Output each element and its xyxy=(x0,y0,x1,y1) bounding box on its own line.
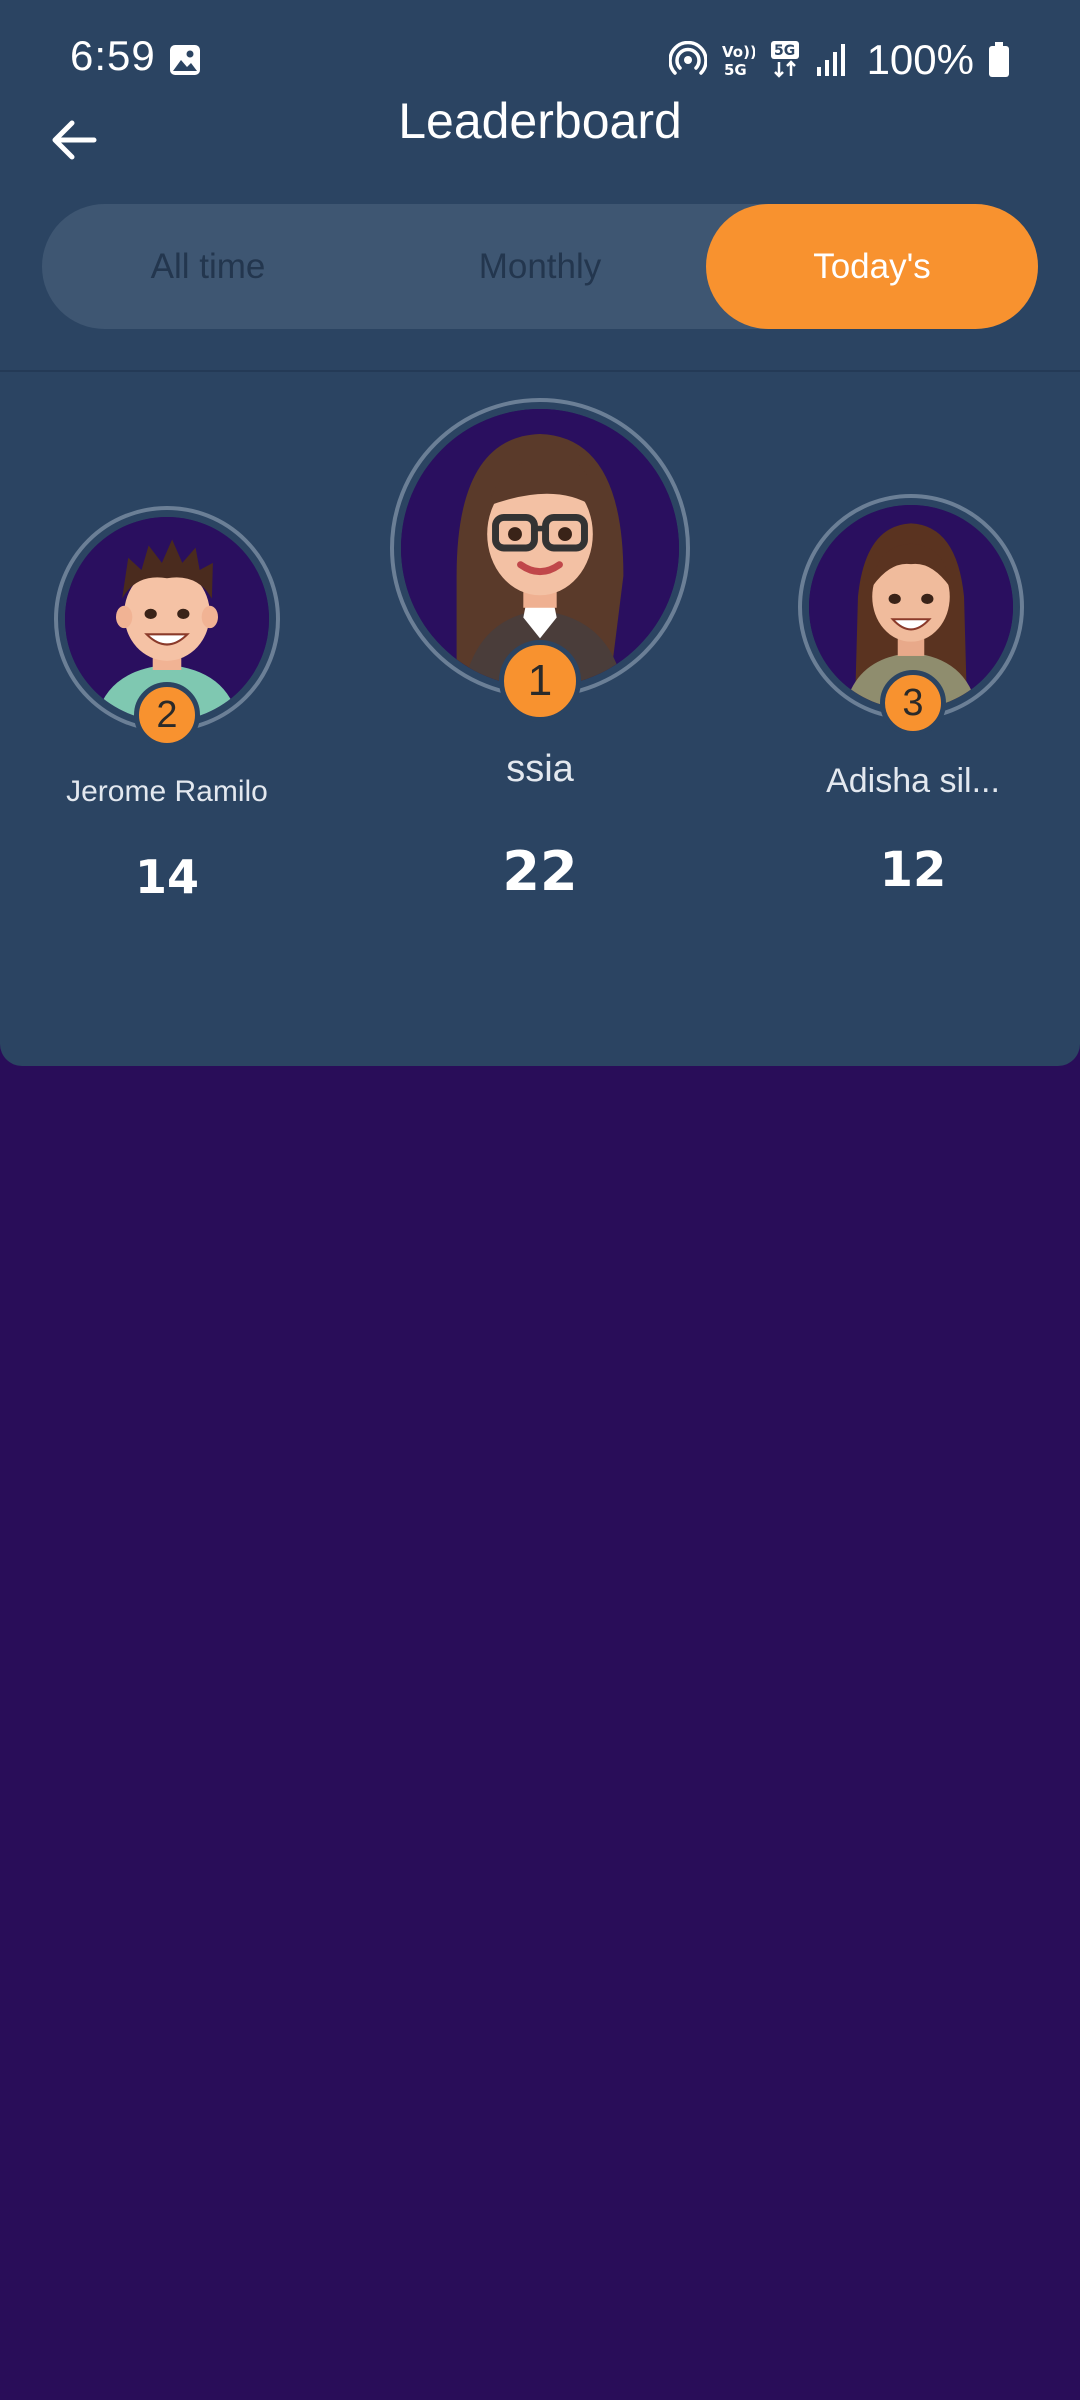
signal-icon xyxy=(816,44,845,76)
player-name: ssia xyxy=(506,748,574,790)
page-title: Leaderboard xyxy=(398,93,682,149)
back-button[interactable] xyxy=(46,112,102,168)
player-score: 22 xyxy=(502,840,578,903)
player-name: Jerome Ramilo xyxy=(66,775,268,808)
status-bar: 6:59 Vo)) 5G 5G 100% xyxy=(0,0,1080,120)
tab-monthly[interactable]: Monthly xyxy=(478,246,602,286)
rank-badge: 2 xyxy=(134,682,200,748)
tab-all-time[interactable]: All time xyxy=(150,246,266,286)
tab-todays[interactable]: Today's xyxy=(706,204,1038,329)
arrow-left-icon xyxy=(52,120,97,160)
rank-badge: 3 xyxy=(880,670,946,736)
avatar-boy-illustration xyxy=(65,517,269,721)
gallery-icon xyxy=(170,45,200,75)
svg-text:Vo)): Vo)) xyxy=(722,43,755,61)
rank-badge: 1 xyxy=(499,640,581,722)
player-name: Adisha sil... xyxy=(826,762,1000,800)
period-tabs: All time Monthly Today's xyxy=(42,204,1038,329)
volte-5g-icon: Vo)) 5G xyxy=(722,43,755,79)
header-divider xyxy=(0,370,1080,372)
hotspot-icon xyxy=(668,41,707,75)
player-score: 14 xyxy=(134,850,199,904)
svg-text:5G: 5G xyxy=(724,61,747,79)
status-time: 6:59 xyxy=(70,32,156,79)
player-score: 12 xyxy=(879,842,947,898)
battery-percentage: 100% xyxy=(866,36,974,83)
battery-icon xyxy=(989,42,1009,77)
svg-text:5G: 5G xyxy=(774,43,795,59)
5g-data-icon: 5G xyxy=(770,41,799,78)
